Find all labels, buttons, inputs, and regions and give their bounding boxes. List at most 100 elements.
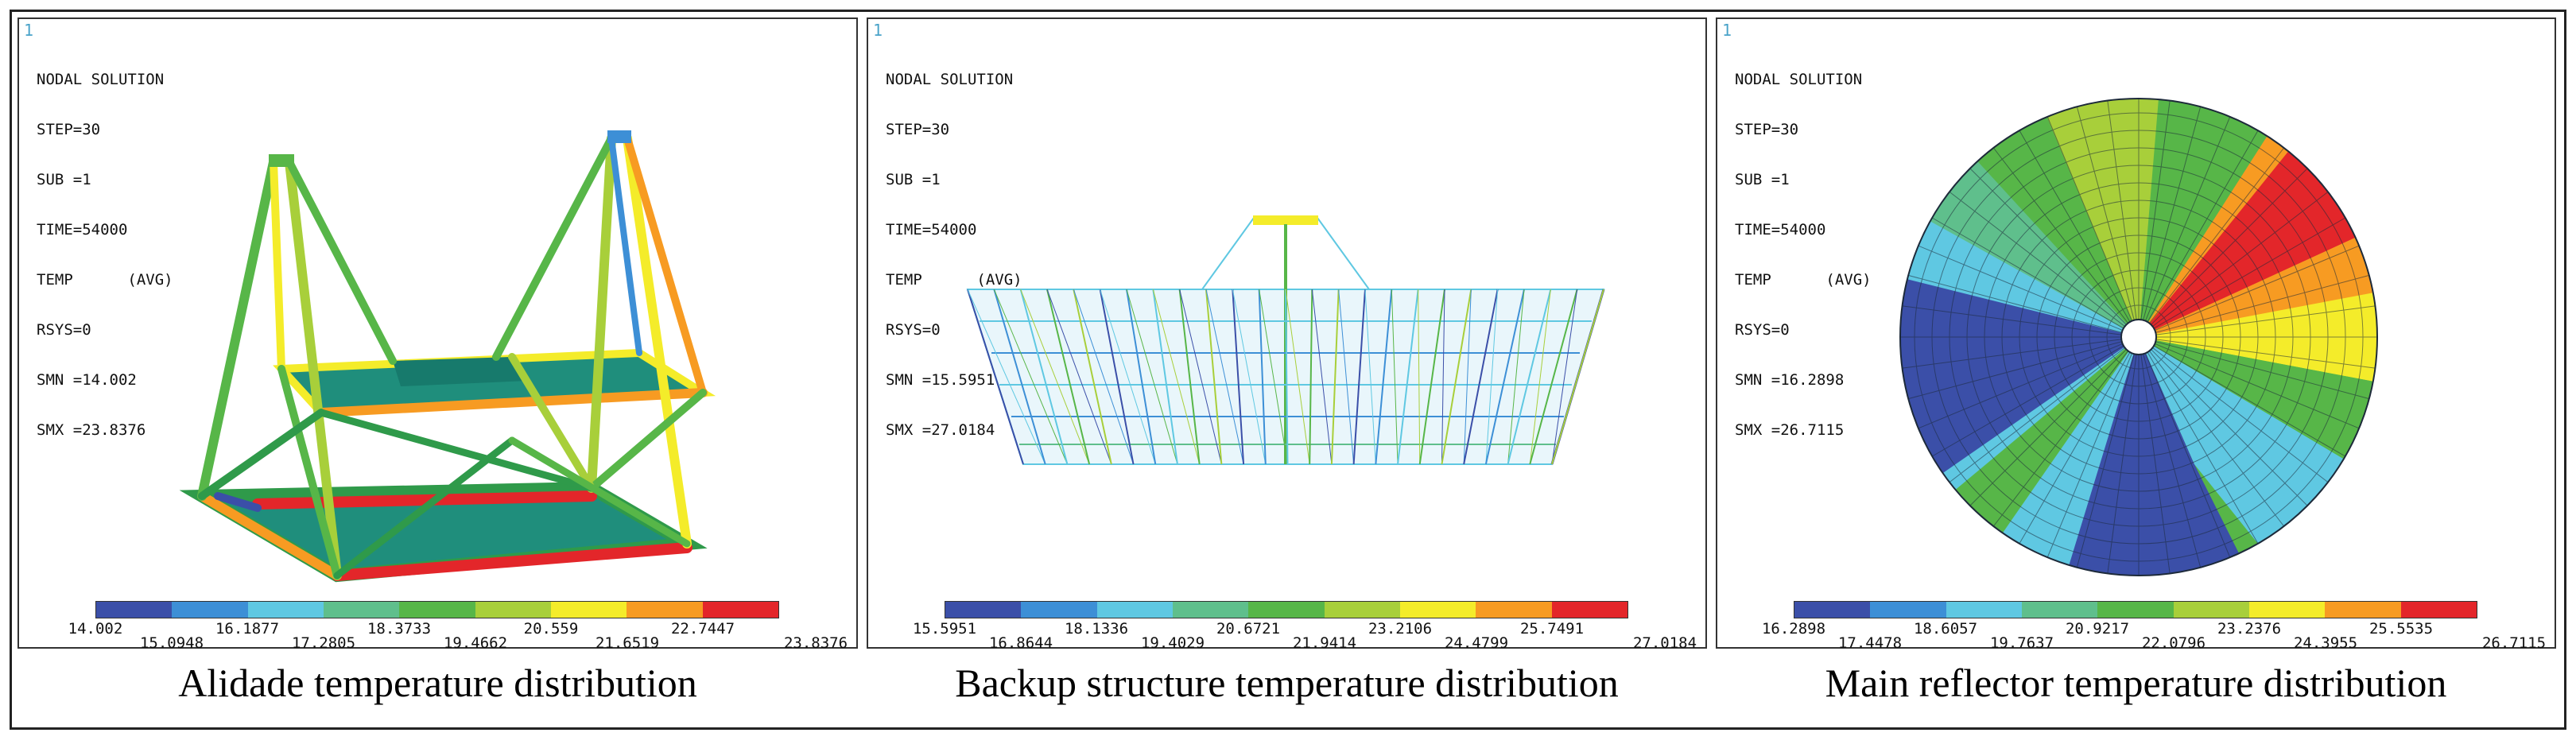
truss-member [1330,289,1340,465]
info-line: TEMP (AVG) [1735,271,1872,289]
truss-diagonal [1100,289,1156,465]
truss-member [1352,289,1366,465]
truss-diagonal [1529,289,1551,465]
color-legend [945,601,1628,618]
mesh-spoke [2147,130,2259,323]
legend-tick-label: 15.0948 [139,634,204,652]
window-number: 1 [1722,21,1732,40]
legend-tick-label: 16.2898 [1761,620,1826,638]
info-line: TEMP (AVG) [886,271,1022,289]
mesh-spoke [1902,305,2122,335]
legend-tick-label: 16.8644 [988,634,1053,652]
legend-tick-label: 19.4662 [443,634,508,652]
backup-structure-caption: Backup structure temperature distributio… [955,661,1619,705]
truss-diagonal [993,289,1068,465]
legend-tick-label: 20.6721 [1216,620,1281,638]
info-line: SMX =27.0184 [886,421,995,439]
info-line: RSYS=0 [37,321,91,339]
truss-member [1309,289,1313,465]
legend-tick-label: 16.1877 [215,620,280,638]
truss-diagonal [967,289,1046,465]
mesh-spoke [2076,107,2135,320]
info-line: SMX =26.7115 [1735,421,1845,439]
info-line: RSYS=0 [1735,321,1790,339]
legend-tick-label: 19.4029 [1140,634,1205,652]
truss-member [1258,289,1267,465]
mesh-spoke [1992,147,2129,324]
mesh-spoke [2153,217,2346,329]
solution-info: NODAL SOLUTION STEP=30 SUB =1 TIME=54000… [886,38,1022,472]
info-line: NODAL SOLUTION [886,71,1014,88]
mesh-spoke [2155,245,2360,331]
alidade-panel: 1 NODAL SOLUTION STEP=30 SUB =1 TIME=540… [17,17,858,652]
window-number: 1 [24,21,34,40]
truss-member [1205,289,1223,465]
truss-diagonal [1507,289,1525,465]
mesh-spoke [2147,351,2259,545]
info-line: TIME=54000 [37,221,128,238]
mesh-spoke [2155,343,2360,429]
truss-member [1152,289,1178,465]
mesh-spoke [2148,351,2285,527]
mesh-spoke [2148,147,2285,324]
info-line: STEP=30 [1735,121,1799,138]
truss-member [1463,289,1499,465]
solution-info: NODAL SOLUTION STEP=30 SUB =1 TIME=54000… [37,38,173,472]
backup-structure-panel: 1 NODAL SOLUTION STEP=30 SUB =1 TIME=540… [867,17,1707,652]
mesh-spoke [2143,354,2202,568]
mesh-spoke [2151,349,2308,506]
main-reflector-panel: 1 NODAL SOLUTION STEP=30 SUB =1 TIME=540… [1716,17,2556,652]
alidade-truss-model [179,130,716,583]
solution-info: NODAL SOLUTION STEP=30 SUB =1 TIME=54000… [1735,38,1872,472]
info-line: RSYS=0 [886,321,941,339]
backup-structure-wireframe [966,215,1605,465]
mesh-spoke [2143,107,2202,320]
truss-diagonal [1259,289,1288,465]
truss-diagonal [1441,289,1445,465]
legend-tick-label: 22.0796 [2141,634,2206,652]
legend-tick-label: 20.9217 [2065,620,2130,638]
main-reflector-contour [1899,98,2378,576]
color-legend [95,601,779,618]
legend-tick-label: 25.5535 [2368,620,2434,638]
truss-diagonal [1073,289,1135,465]
mesh-spoke [2140,100,2171,320]
truss-diagonal [1418,289,1421,465]
mesh-spoke [2155,305,2376,335]
truss-member [1178,289,1201,465]
truss-member [1441,289,1472,465]
truss-member [1397,289,1419,465]
legend-tick-label: 27.0184 [1632,634,1697,652]
truss-diagonal [1311,289,1333,465]
truss-member [993,289,1046,465]
truss-member [1019,289,1069,465]
truss-diagonal [1285,289,1310,465]
truss-diagonal [1485,289,1499,465]
truss-diagonal [1551,289,1578,465]
mesh-spoke [1931,345,2124,457]
mesh-spoke [2046,116,2133,321]
truss-diagonal [1152,289,1201,465]
mesh-spoke [2155,274,2369,333]
truss-member [1375,289,1393,465]
legend-tick-label: 21.6519 [595,634,660,652]
truss-diagonal [1463,289,1472,465]
truss-member [1046,289,1091,465]
info-line: TIME=54000 [1735,221,1826,238]
truss-diagonal [1391,289,1399,465]
mesh-spoke [2076,354,2135,568]
info-line: TIME=54000 [886,221,977,238]
legend-tick-label: 25.7491 [1519,620,1585,638]
mesh-spoke [2153,345,2346,457]
truss-diagonal [1046,289,1112,465]
info-line: SUB =1 [1735,171,1790,188]
info-line: TEMP (AVG) [37,271,173,289]
mesh-spoke [2144,353,2231,558]
window-number: 1 [873,21,883,40]
mesh-spoke [1949,191,2125,328]
color-legend [1794,601,2477,618]
truss-member [1073,289,1112,465]
legend-tick-label: 19.7637 [1989,634,2054,652]
mesh-spoke [2140,354,2171,574]
info-line: SMN =16.2898 [1735,371,1845,389]
